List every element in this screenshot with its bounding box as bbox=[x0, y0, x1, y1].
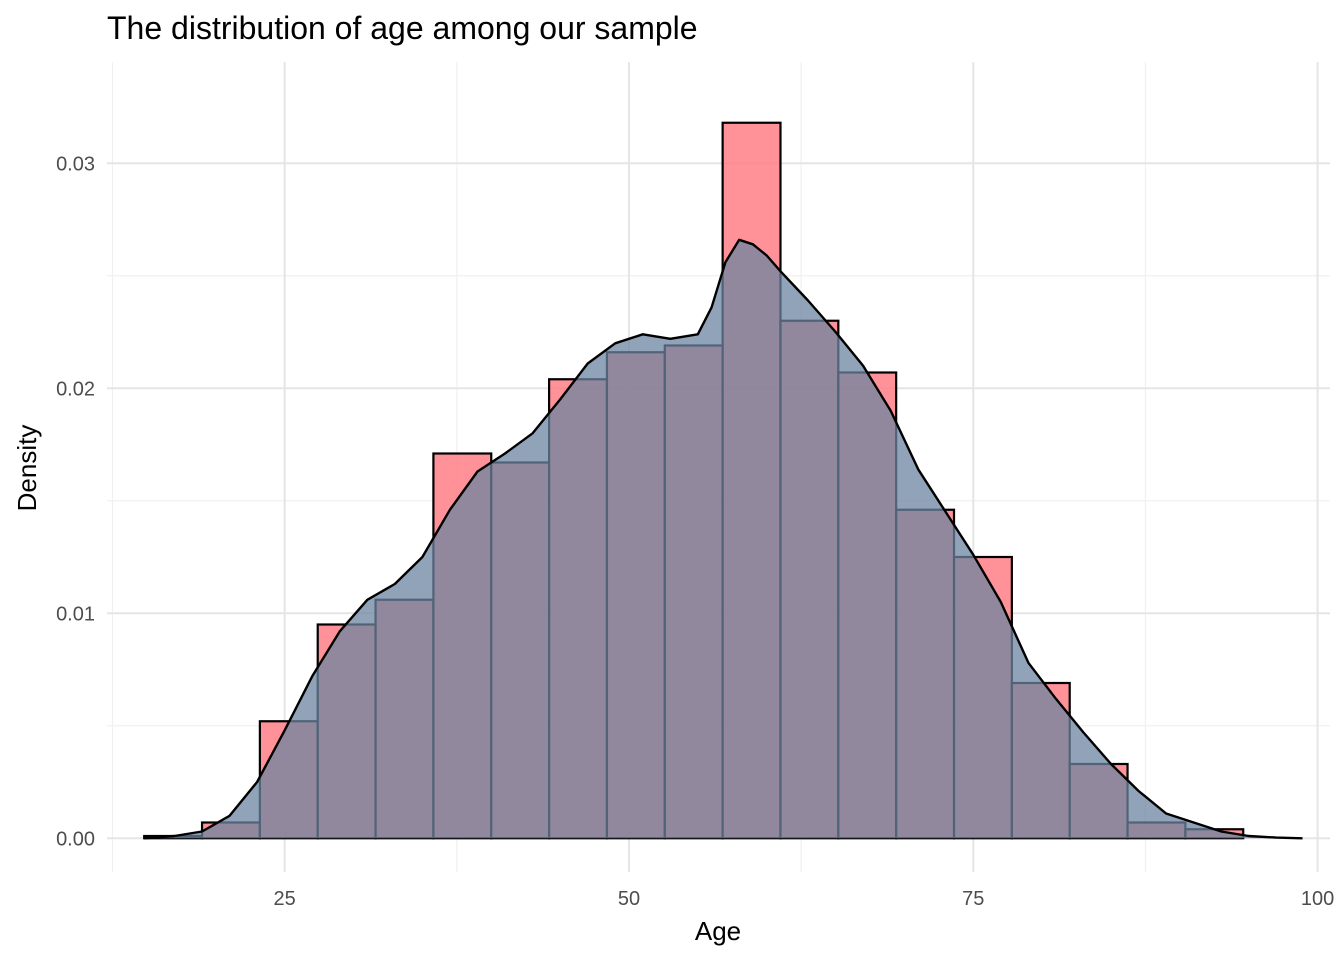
y-tick-label: 0.00 bbox=[56, 828, 95, 850]
density-area bbox=[144, 239, 1303, 839]
y-tick-label: 0.02 bbox=[56, 378, 95, 400]
chart-title: The distribution of age among our sample bbox=[107, 10, 698, 46]
x-axis-title: Age bbox=[695, 916, 741, 946]
tick-labels: 25 50 75 100 0.00 0.01 0.02 0.03 bbox=[56, 153, 1334, 910]
y-tick-label: 0.01 bbox=[56, 603, 95, 625]
x-tick-label: 25 bbox=[274, 888, 296, 910]
x-tick-label: 50 bbox=[618, 888, 640, 910]
y-axis-title: Density bbox=[12, 425, 42, 512]
x-tick-label: 100 bbox=[1301, 888, 1334, 910]
density-line bbox=[144, 238, 1303, 840]
y-tick-label: 0.03 bbox=[56, 153, 95, 175]
x-tick-label: 75 bbox=[962, 888, 984, 910]
density-curve-layer bbox=[144, 238, 1303, 840]
